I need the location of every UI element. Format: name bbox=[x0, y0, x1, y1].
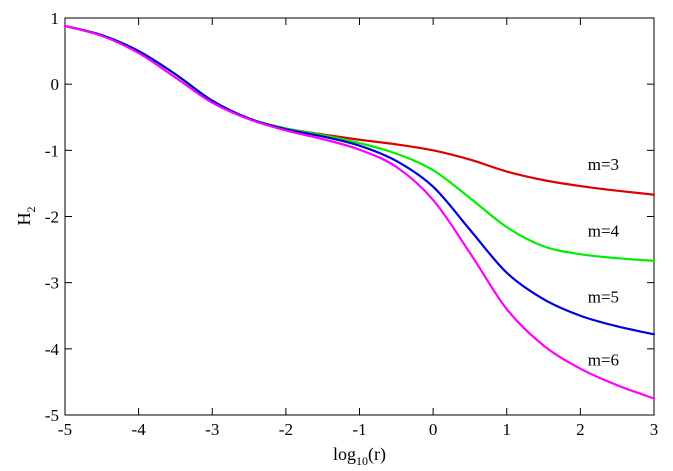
y-tick-label: -5 bbox=[45, 406, 59, 425]
x-tick-label: -2 bbox=[279, 420, 293, 439]
series-label-m-6: m=6 bbox=[588, 350, 619, 369]
x-tick-label: 3 bbox=[650, 420, 659, 439]
y-tick-label: -1 bbox=[45, 141, 59, 160]
y-axis-ticks: 1 0 -1 -2 -3 -4 -5 bbox=[45, 9, 654, 425]
x-tick-label: 0 bbox=[429, 420, 438, 439]
x-tick-label: -5 bbox=[58, 420, 72, 439]
x-axis-ticks: -5 -4 -3 -2 -1 0 1 2 3 bbox=[58, 18, 658, 439]
x-tick-label: -3 bbox=[205, 420, 219, 439]
plot-frame bbox=[64, 17, 655, 416]
series-label-m-4: m=4 bbox=[588, 221, 620, 240]
x-tick-label: 1 bbox=[503, 420, 512, 439]
y-tick-label: -3 bbox=[45, 274, 59, 293]
series-line-m-5 bbox=[63, 24, 656, 336]
series-line-m-3 bbox=[63, 24, 656, 196]
x-tick-label: 2 bbox=[576, 420, 585, 439]
series-layer bbox=[63, 24, 656, 400]
y-tick-label: 0 bbox=[51, 75, 60, 94]
series-label-m-5: m=5 bbox=[588, 288, 619, 307]
series-line-m-6 bbox=[63, 24, 656, 400]
y-tick-label: 1 bbox=[51, 9, 60, 28]
x-axis-title: log10(r) bbox=[333, 444, 386, 468]
y-tick-label: -2 bbox=[45, 208, 59, 227]
y-axis-title: H2 bbox=[14, 207, 38, 226]
x-tick-label: -1 bbox=[352, 420, 366, 439]
series-labels: m=3 m=4 m=5 m=6 bbox=[588, 155, 620, 369]
x-tick-label: -4 bbox=[132, 420, 147, 439]
series-label-m-3: m=3 bbox=[588, 155, 619, 174]
y-tick-label: -4 bbox=[45, 340, 60, 359]
